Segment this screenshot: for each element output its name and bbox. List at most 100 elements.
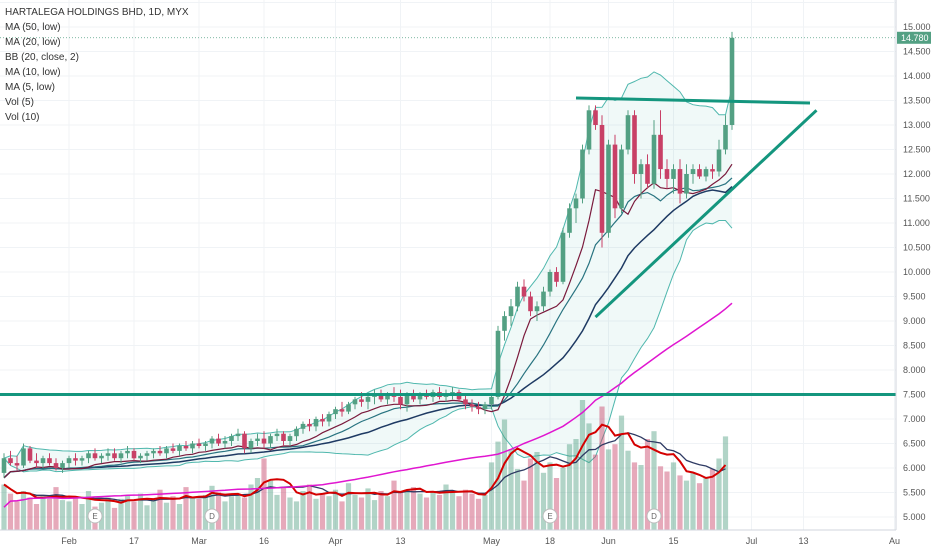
candle-body bbox=[593, 110, 598, 125]
volume-bar bbox=[579, 400, 586, 530]
candle bbox=[261, 431, 267, 449]
event-marker: D bbox=[204, 508, 220, 524]
legend-ma50[interactable]: MA (50, low) bbox=[5, 22, 61, 33]
candle bbox=[287, 433, 293, 446]
candle bbox=[183, 441, 189, 451]
volume-bar bbox=[332, 489, 339, 530]
candle bbox=[300, 421, 306, 434]
volume-bar bbox=[313, 498, 319, 530]
volume-bar bbox=[189, 497, 196, 530]
price-axis[interactable]: 15.000 14.500 14.000 13.500 13.000 12.500 12.0… bbox=[895, 0, 932, 550]
candle bbox=[365, 394, 371, 410]
volume-bar bbox=[657, 466, 664, 530]
candle-body bbox=[632, 115, 637, 174]
legend-ma10[interactable]: MA (10, low) bbox=[5, 67, 61, 78]
volume-bar bbox=[521, 480, 527, 530]
candle bbox=[164, 446, 169, 459]
volume-bar bbox=[358, 497, 365, 530]
candle bbox=[66, 455, 72, 468]
candle bbox=[398, 389, 403, 410]
candle-body bbox=[79, 458, 85, 461]
candle-body bbox=[378, 394, 384, 400]
volume-bar bbox=[209, 485, 215, 530]
legend-ma5[interactable]: MA (5, low) bbox=[5, 82, 56, 93]
candle-body bbox=[47, 458, 52, 464]
vol5-line bbox=[3, 423, 727, 504]
volume-bar bbox=[573, 439, 579, 530]
candle bbox=[664, 159, 670, 189]
volume-bar bbox=[644, 439, 651, 530]
candle bbox=[580, 144, 585, 204]
volume-bar bbox=[66, 501, 72, 530]
volume-bar bbox=[267, 480, 274, 530]
volume-bar bbox=[1, 484, 7, 530]
candle bbox=[209, 436, 215, 449]
candle-body bbox=[307, 423, 312, 427]
candle-body bbox=[703, 169, 709, 177]
time-axis[interactable]: Feb 17 Mar 16 Apr 13 May 18 Jun 15 Jul 13 Au bbox=[0, 529, 932, 550]
time-tick-label: 16 bbox=[259, 536, 269, 546]
candle-body bbox=[157, 450, 163, 454]
candle-body bbox=[625, 115, 631, 150]
volume-bar bbox=[417, 493, 423, 530]
candle-body bbox=[586, 110, 592, 150]
volume-bar bbox=[566, 444, 573, 530]
marker-circle bbox=[646, 508, 662, 524]
volume-bar bbox=[254, 478, 261, 530]
volume-bar bbox=[72, 496, 79, 530]
candle-body bbox=[248, 441, 254, 449]
volume-bar bbox=[651, 431, 657, 530]
candle-body bbox=[53, 463, 59, 468]
marker-circle bbox=[542, 508, 558, 524]
volume-bar bbox=[196, 498, 202, 530]
legend-ma20[interactable]: MA (20, low) bbox=[5, 37, 61, 48]
candle-body bbox=[196, 443, 202, 446]
volume-bars bbox=[1, 400, 729, 530]
volume-bar bbox=[20, 491, 27, 530]
time-tick-label: 18 bbox=[545, 536, 555, 546]
candle bbox=[528, 291, 533, 317]
candle bbox=[242, 431, 247, 454]
volume-bar bbox=[404, 489, 410, 530]
chart-title[interactable]: HARTALEGA HOLDINGS BHD, 1D, MYX bbox=[5, 7, 189, 18]
volume-bar bbox=[592, 454, 599, 530]
volume-bar bbox=[488, 462, 495, 530]
legend-bb[interactable]: BB (20, close, 2) bbox=[5, 52, 79, 63]
candle-body bbox=[60, 463, 65, 468]
volume-bar bbox=[605, 449, 612, 530]
candle-body bbox=[261, 438, 267, 444]
legend-vol10[interactable]: Vol (10) bbox=[5, 112, 40, 123]
volume-bar bbox=[352, 494, 358, 530]
volume-bar bbox=[618, 415, 625, 530]
candle-body bbox=[398, 396, 403, 405]
candle-body bbox=[352, 399, 358, 405]
candle-body bbox=[313, 419, 319, 427]
price-tick-label: 9.000 bbox=[903, 316, 926, 326]
candle-body bbox=[359, 399, 364, 402]
candle-body bbox=[677, 169, 683, 194]
price-tick-label: 5.500 bbox=[903, 488, 926, 498]
trend-lines[interactable] bbox=[0, 37, 896, 396]
candle bbox=[125, 446, 130, 459]
volume-bar bbox=[14, 501, 20, 530]
volume-bar bbox=[469, 493, 475, 530]
volume-bar bbox=[423, 497, 430, 530]
candle-body bbox=[255, 438, 260, 441]
candle bbox=[151, 448, 156, 459]
marker-label: E bbox=[547, 512, 552, 521]
candle bbox=[677, 159, 683, 204]
candle-body bbox=[606, 144, 611, 233]
candle bbox=[495, 325, 501, 400]
volume-bar bbox=[248, 484, 254, 530]
price-tick-label: 11.500 bbox=[903, 194, 930, 204]
legend-vol5[interactable]: Vol (5) bbox=[5, 97, 34, 108]
price-tick-label: 10.000 bbox=[903, 267, 931, 277]
candle bbox=[320, 414, 325, 427]
candle-body bbox=[190, 443, 195, 449]
marker-label: D bbox=[651, 512, 657, 521]
volume-bar bbox=[495, 441, 501, 530]
candle-body bbox=[560, 232, 566, 282]
candle-body bbox=[534, 306, 540, 312]
